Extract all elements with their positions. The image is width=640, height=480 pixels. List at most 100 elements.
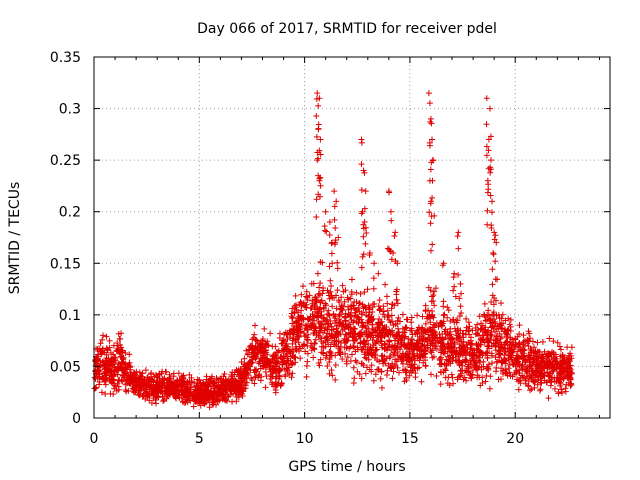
data-point [251,322,258,329]
data-point [393,296,400,303]
data-point [429,136,436,143]
data-point [387,208,394,215]
data-point [547,378,554,385]
data-point [229,398,236,405]
data-point [549,365,556,372]
data-point [104,346,111,353]
data-point [487,166,494,173]
data-point [289,315,296,322]
data-point [335,338,342,345]
data-point [427,198,434,205]
data-point [489,292,496,299]
data-point [546,377,553,384]
data-point [281,346,288,353]
data-point [430,321,437,328]
data-point [386,337,393,344]
data-point [418,378,425,385]
data-point [418,342,425,349]
data-point [492,328,499,335]
data-point [334,287,341,294]
data-point [270,352,277,359]
data-point [526,330,533,337]
data-point [381,353,388,360]
data-point [444,330,451,337]
data-point [519,372,526,379]
data-point [218,384,225,391]
data-point [531,350,538,357]
data-point [156,382,163,389]
data-point [303,288,310,295]
data-point [457,372,464,379]
data-point [123,376,130,383]
data-point [160,398,167,405]
data-point [353,289,360,296]
data-point [454,233,461,240]
data-point [362,224,369,231]
data-point [209,401,216,408]
data-point [317,136,324,143]
data-point [368,368,375,375]
data-point [322,354,329,361]
data-point [493,333,500,340]
data-point [384,300,391,307]
data-point [471,355,478,362]
data-point [426,177,433,184]
data-point [353,359,360,366]
data-point [180,372,187,379]
data-point [200,391,207,398]
data-point [455,229,462,236]
data-point [175,370,182,377]
data-point [525,382,532,389]
data-point [457,351,464,358]
data-point [340,288,347,295]
data-point [148,370,155,377]
data-point [100,332,107,339]
data-point [428,340,435,347]
data-point [110,391,117,398]
data-point [503,369,510,376]
data-point [451,270,458,277]
data-point [460,343,467,350]
data-point [388,217,395,224]
y-tick-label: 0.3 [59,102,81,118]
data-point [322,208,329,215]
data-point [430,328,437,335]
data-point [339,282,346,289]
data-point [214,376,221,383]
data-point [376,316,383,323]
data-point [120,367,127,374]
data-point [102,390,109,397]
data-point [400,356,407,363]
data-point [566,356,573,363]
data-point [527,356,534,363]
data-point [358,346,365,353]
data-point [320,350,327,357]
data-point [251,380,258,387]
data-point [545,353,552,360]
data-point [339,307,346,314]
data-point [347,312,354,319]
data-point [333,322,340,329]
data-point [380,356,387,363]
data-point [492,320,499,327]
data-point [361,289,368,296]
data-points [91,90,575,411]
data-point [426,142,433,149]
y-tick-label: 0.2 [59,205,81,221]
data-point [483,95,490,102]
data-point [466,350,473,357]
data-point [231,369,238,376]
data-point [98,389,105,396]
data-point [239,377,246,384]
data-point [394,364,401,371]
data-point [228,386,235,393]
data-point [332,361,339,368]
data-point [313,329,320,336]
data-point [314,270,321,277]
data-point [144,392,151,399]
x-tick-label: 5 [195,431,204,447]
data-point [129,375,136,382]
data-point [473,364,480,371]
data-point [378,334,385,341]
data-point [485,136,492,143]
